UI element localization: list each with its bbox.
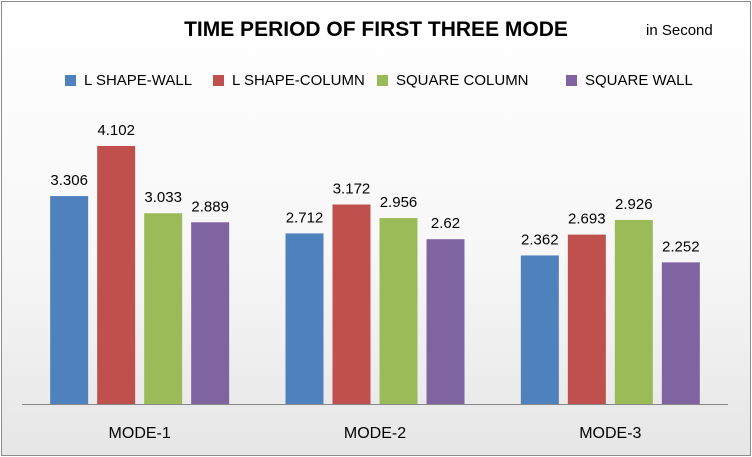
bar-l-shape-wall-mode-1: [50, 196, 89, 404]
bar-l-shape-column-mode-2: [332, 204, 371, 404]
data-label-square-column-mode-1: 3.033: [144, 189, 182, 206]
category-label-mode-2: MODE-2: [344, 425, 406, 442]
legend-swatch-square-column: [377, 74, 388, 86]
data-label-square-wall-mode-1: 2.889: [191, 198, 229, 215]
bar-square-column-mode-2: [379, 218, 418, 404]
bar-square-column-mode-1: [144, 213, 183, 404]
data-label-l-shape-column-mode-1: 4.102: [97, 122, 135, 139]
bar-l-shape-wall-mode-2: [285, 233, 324, 404]
category-label-mode-3: MODE-3: [579, 425, 641, 442]
unit-note: in Second: [646, 22, 713, 39]
bar-l-shape-column-mode-3: [567, 234, 606, 404]
data-label-square-column-mode-3: 2.926: [615, 196, 653, 213]
data-label-l-shape-column-mode-2: 3.172: [333, 180, 371, 197]
legend-label-l-shape-wall: L SHAPE-WALL: [84, 71, 193, 89]
bar-square-column-mode-3: [614, 219, 653, 404]
bar-square-wall-mode-2: [426, 239, 465, 404]
data-label-l-shape-wall-mode-2: 2.712: [286, 209, 324, 226]
legend-swatch-square-wall: [566, 74, 577, 86]
legend-swatch-l-shape-column: [213, 74, 224, 86]
data-label-l-shape-column-mode-3: 2.693: [568, 211, 606, 228]
legend-label-square-wall: SQUARE WALL: [585, 71, 693, 89]
category-label-mode-1: MODE-1: [109, 425, 171, 442]
legend-item-square-wall: SQUARE WALL: [566, 68, 693, 92]
bar-square-wall-mode-1: [191, 222, 230, 404]
chart-title: TIME PERIOD OF FIRST THREE MODE: [184, 18, 568, 41]
data-label-square-wall-mode-3: 2.252: [662, 238, 700, 255]
legend-item-l-shape-wall: L SHAPE-WALL: [65, 68, 192, 92]
bar-square-wall-mode-3: [661, 262, 700, 404]
data-label-l-shape-wall-mode-1: 3.306: [50, 172, 88, 189]
legend: L SHAPE-WALL L SHAPE-COLUMN SQUARE COLUM…: [0, 68, 752, 92]
bar-l-shape-wall-mode-3: [520, 255, 559, 404]
legend-item-square-column: SQUARE COLUMN: [377, 68, 529, 92]
data-label-square-wall-mode-2: 2.62: [431, 215, 460, 232]
legend-swatch-l-shape-wall: [65, 74, 76, 86]
bar-l-shape-column-mode-1: [97, 146, 136, 404]
legend-item-l-shape-column: L SHAPE-COLUMN: [213, 68, 365, 92]
legend-label-l-shape-column: L SHAPE-COLUMN: [232, 71, 365, 89]
data-label-l-shape-wall-mode-3: 2.362: [521, 231, 559, 248]
legend-label-square-column: SQUARE COLUMN: [396, 71, 529, 89]
data-label-square-column-mode-2: 2.956: [380, 194, 418, 211]
